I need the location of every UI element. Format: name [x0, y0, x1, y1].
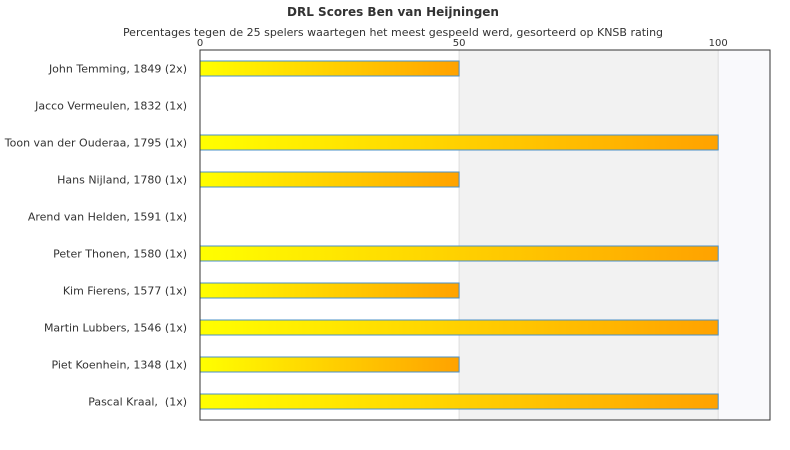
x-tick-label: 100 — [709, 38, 728, 49]
chart-title: DRL Scores Ben van Heijningen — [287, 5, 499, 19]
category-label: Jacco Vermeulen, 1832 (1x) — [34, 100, 187, 113]
bar — [199, 245, 719, 262]
bars — [199, 60, 719, 410]
x-tick-label: 50 — [453, 38, 466, 49]
category-label: Hans Nijland, 1780 (1x) — [57, 174, 187, 187]
category-label: Peter Thonen, 1580 (1x) — [53, 248, 187, 261]
x-axis-ticks: 0 50 100 — [197, 38, 728, 49]
bar — [199, 60, 460, 77]
bar — [199, 171, 460, 188]
category-label: Pascal Kraal, (1x) — [88, 396, 187, 409]
bar — [199, 393, 719, 410]
category-label: Martin Lubbers, 1546 (1x) — [44, 322, 187, 335]
x-tick-label: 0 — [197, 38, 203, 49]
chart-subtitle: Percentages tegen de 25 spelers waartege… — [123, 26, 663, 39]
plot-frame — [199, 49, 771, 421]
category-label: Kim Fierens, 1577 (1x) — [63, 285, 187, 298]
bar — [199, 319, 719, 336]
category-label: Toon van der Ouderaa, 1795 (1x) — [4, 137, 187, 150]
bar — [199, 356, 460, 373]
bar — [199, 282, 460, 299]
category-label: John Temming, 1849 (2x) — [48, 63, 187, 76]
category-label: Piet Koenhein, 1348 (1x) — [51, 359, 187, 372]
bar — [199, 134, 719, 151]
category-labels: John Temming, 1849 (2x) Jacco Vermeulen, … — [4, 63, 187, 409]
category-label: Arend van Helden, 1591 (1x) — [28, 211, 187, 224]
band-100-110 — [718, 50, 770, 420]
band-50-100 — [459, 50, 719, 420]
